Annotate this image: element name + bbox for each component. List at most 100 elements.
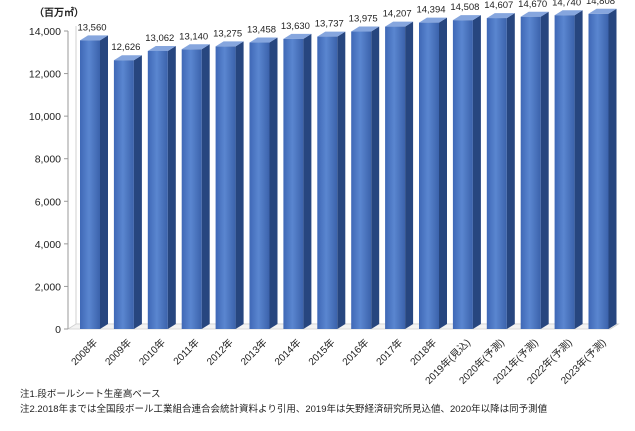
bar-side bbox=[540, 11, 549, 329]
bar bbox=[520, 11, 549, 329]
bar-value-label: 14,394 bbox=[416, 5, 445, 16]
bar-front bbox=[351, 31, 372, 330]
x-tick-label: 2011年 bbox=[170, 336, 201, 367]
bar-front bbox=[181, 49, 202, 329]
bar-front bbox=[520, 16, 541, 329]
bar-side bbox=[574, 10, 583, 330]
bar-value-label: 13,458 bbox=[247, 25, 276, 36]
bar-value-label: 14,670 bbox=[518, 0, 547, 10]
bar-top bbox=[147, 45, 176, 51]
bar-top bbox=[419, 17, 447, 23]
y-tick-label: 8,000 bbox=[35, 154, 61, 166]
x-tick-label: 2017年 bbox=[373, 336, 405, 368]
bar bbox=[452, 15, 481, 329]
bar bbox=[249, 37, 278, 329]
bar-front bbox=[419, 22, 439, 329]
bar-top bbox=[113, 55, 142, 61]
x-tick-label: 2010年 bbox=[136, 336, 168, 368]
x-tick-label: 2018年 bbox=[407, 336, 439, 368]
bar bbox=[486, 13, 515, 330]
bar-top bbox=[283, 33, 312, 39]
x-tick-label: 2016年 bbox=[339, 336, 371, 368]
bar-top bbox=[80, 35, 108, 41]
bar-side bbox=[235, 41, 244, 330]
y-axis-unit-label: （百万㎡） bbox=[34, 6, 84, 19]
bar-value-label: 13,630 bbox=[281, 21, 310, 32]
bar-top bbox=[351, 26, 380, 32]
bar-front bbox=[385, 26, 406, 329]
bar-value-label: 14,740 bbox=[552, 0, 581, 8]
bar-side bbox=[405, 21, 414, 329]
bar-value-label: 13,275 bbox=[213, 28, 242, 39]
bar bbox=[181, 44, 210, 329]
bar-value-label: 14,508 bbox=[450, 2, 479, 13]
bar-top bbox=[181, 44, 210, 50]
bar-value-label: 14,607 bbox=[484, 0, 513, 11]
bar-value-label: 13,975 bbox=[349, 14, 378, 25]
bar bbox=[351, 26, 380, 330]
bar-value-label: 13,062 bbox=[145, 33, 174, 44]
bar bbox=[113, 55, 142, 329]
bar-top bbox=[317, 31, 346, 37]
x-tick-label: 2013年 bbox=[238, 336, 270, 368]
note-1: 注1.段ボールシート生産高ベース bbox=[20, 389, 161, 400]
bar-side bbox=[337, 31, 346, 329]
bar-front bbox=[317, 36, 338, 329]
note-2: 注2.2018年までは全国段ボール工業組合連合会統計資料より引用、2019年は矢… bbox=[20, 404, 548, 415]
x-tick-label: 2008年 bbox=[68, 336, 100, 368]
bar-front bbox=[452, 20, 473, 329]
bar-side bbox=[608, 8, 617, 329]
bar bbox=[283, 33, 312, 330]
bar-top bbox=[452, 15, 481, 21]
bar-value-label: 12,626 bbox=[111, 42, 140, 53]
bar-side bbox=[439, 17, 447, 329]
bar bbox=[385, 21, 414, 329]
bar-top bbox=[554, 10, 583, 16]
bar-top bbox=[588, 8, 617, 14]
y-tick-label: 6,000 bbox=[35, 196, 61, 208]
bar-value-label: 13,560 bbox=[77, 22, 106, 33]
bar bbox=[419, 17, 447, 329]
x-tick-label: 2009年 bbox=[102, 336, 134, 368]
bar bbox=[215, 41, 244, 330]
bar-top bbox=[385, 21, 414, 27]
bar-value-label: 14,207 bbox=[383, 9, 412, 20]
y-tick-label: 10,000 bbox=[29, 111, 61, 123]
y-tick-label: 0 bbox=[55, 324, 61, 336]
bar-side bbox=[201, 44, 210, 329]
bar-side bbox=[506, 13, 515, 330]
y-tick-label: 14,000 bbox=[29, 26, 61, 38]
bar-side bbox=[167, 45, 176, 329]
bar-top bbox=[215, 41, 244, 47]
bar-top bbox=[249, 37, 278, 43]
bar-front bbox=[113, 60, 134, 329]
y-tick-label: 2,000 bbox=[35, 281, 61, 293]
bar bbox=[147, 45, 176, 329]
bar-top bbox=[520, 11, 549, 17]
y-tick-label: 12,000 bbox=[29, 69, 61, 81]
bar-value-label: 14,808 bbox=[586, 0, 615, 7]
bar-front bbox=[283, 38, 304, 330]
x-tick-label: 2012年 bbox=[204, 336, 236, 368]
y-tick-label: 4,000 bbox=[35, 239, 61, 251]
bar-side bbox=[303, 33, 312, 330]
bar-front bbox=[249, 42, 270, 329]
bar-front bbox=[80, 40, 100, 329]
bar-side bbox=[269, 37, 278, 329]
bar-side bbox=[371, 26, 380, 330]
bar bbox=[554, 10, 583, 330]
bar-top bbox=[486, 13, 515, 19]
bar bbox=[588, 8, 617, 329]
chart-notes: 注1.段ボールシート生産高ベース 注2.2018年までは全国段ボール工業組合連合… bbox=[20, 387, 547, 417]
x-tick-label: 2015年 bbox=[305, 336, 337, 368]
bar-value-label: 13,140 bbox=[179, 31, 208, 42]
bar-side bbox=[133, 55, 142, 329]
bar-value-label: 13,737 bbox=[315, 19, 344, 30]
bar-front bbox=[554, 15, 575, 330]
bar bbox=[317, 31, 346, 329]
bar-front bbox=[588, 13, 609, 329]
bar-side bbox=[472, 15, 481, 329]
bar-front bbox=[486, 18, 507, 330]
